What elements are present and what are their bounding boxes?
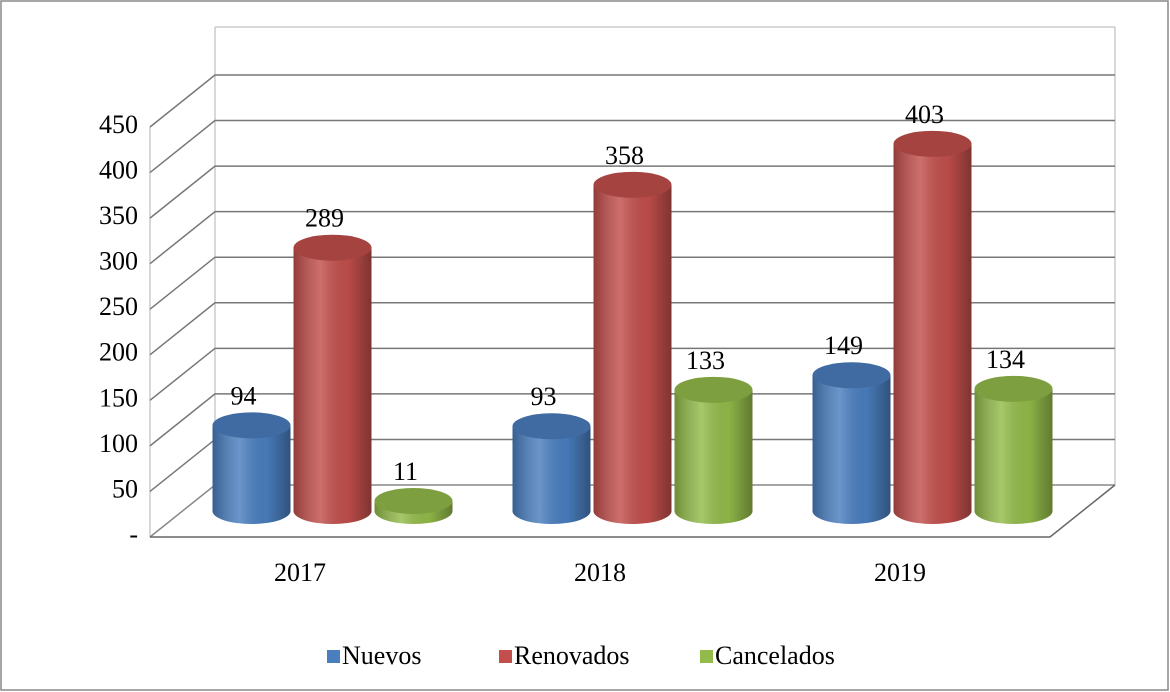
bar-top — [893, 130, 972, 157]
legend-label: Renovados — [514, 641, 630, 670]
cylinder — [974, 375, 1053, 524]
grid-line — [149, 165, 1115, 219]
data-label: 133 — [686, 346, 725, 375]
cylinder — [674, 376, 753, 524]
bar-top — [374, 487, 453, 514]
data-label: 134 — [986, 345, 1025, 374]
bar-shade — [974, 388, 1053, 524]
data-label: 11 — [393, 457, 418, 486]
bar-top-shade — [674, 376, 753, 403]
x-tick-label: 2018 — [574, 558, 626, 587]
data-label: 403 — [905, 100, 944, 129]
legend-swatch — [700, 650, 713, 663]
bar-top-shade — [374, 487, 453, 514]
y-tick-label: 200 — [99, 338, 138, 367]
grid-line — [149, 210, 1115, 265]
y-tick-label: 300 — [99, 247, 138, 276]
data-label: 149 — [824, 331, 863, 360]
bar-top-shade — [812, 362, 891, 389]
cylinder — [212, 412, 291, 524]
bar-top-shade — [593, 171, 672, 198]
bar-shade — [893, 143, 972, 525]
bar-shade — [812, 375, 891, 524]
y-tick-label: - — [129, 520, 138, 549]
floor-edge — [150, 484, 1116, 538]
bar-top — [512, 413, 591, 440]
bar-top-shade — [974, 375, 1053, 402]
bar-shade — [293, 247, 372, 524]
bar-shade — [593, 184, 672, 525]
cylinder — [593, 171, 672, 525]
bar-shade — [674, 389, 753, 524]
x-tick-label: 2017 — [274, 558, 326, 587]
cylinder — [293, 234, 372, 524]
bar-top — [812, 362, 891, 389]
cylinder — [512, 413, 591, 524]
y-tick-label: 50 — [112, 474, 138, 503]
legend-label: Nuevos — [342, 641, 421, 670]
legend-swatch — [499, 650, 512, 663]
grid-line — [149, 119, 1115, 174]
legend-label: Cancelados — [715, 641, 835, 670]
grid-line — [149, 347, 1115, 401]
bar-top-shade — [893, 130, 972, 157]
grid-line — [149, 302, 1115, 356]
bar-top — [293, 234, 372, 261]
bar-top-shade — [212, 412, 291, 439]
bar-shade — [512, 426, 591, 524]
cylinder — [812, 362, 891, 524]
y-tick-label: 250 — [99, 292, 138, 321]
data-label: 358 — [605, 141, 644, 170]
data-label: 93 — [531, 382, 557, 411]
grid-line — [149, 256, 1115, 310]
y-tick-label: 450 — [99, 110, 138, 139]
x-tick-label: 2019 — [874, 558, 926, 587]
y-tick-label: 350 — [99, 201, 138, 230]
bar-top — [974, 375, 1053, 402]
y-tick-label: 150 — [99, 383, 138, 412]
data-label: 94 — [231, 381, 257, 410]
bar-top — [593, 171, 672, 198]
bar-shade — [212, 425, 291, 524]
y-tick-label: 400 — [99, 156, 138, 185]
back-wall — [149, 27, 216, 537]
bar-top — [674, 376, 753, 403]
cylinder — [893, 130, 972, 525]
bar-top-shade — [512, 413, 591, 440]
data-label: 289 — [305, 204, 344, 233]
cylinder — [374, 487, 453, 524]
grid-line — [149, 74, 1115, 128]
bar-top — [212, 412, 291, 439]
legend-swatch — [327, 650, 340, 663]
bar-top-shade — [293, 234, 372, 261]
y-tick-label: 100 — [99, 429, 138, 458]
